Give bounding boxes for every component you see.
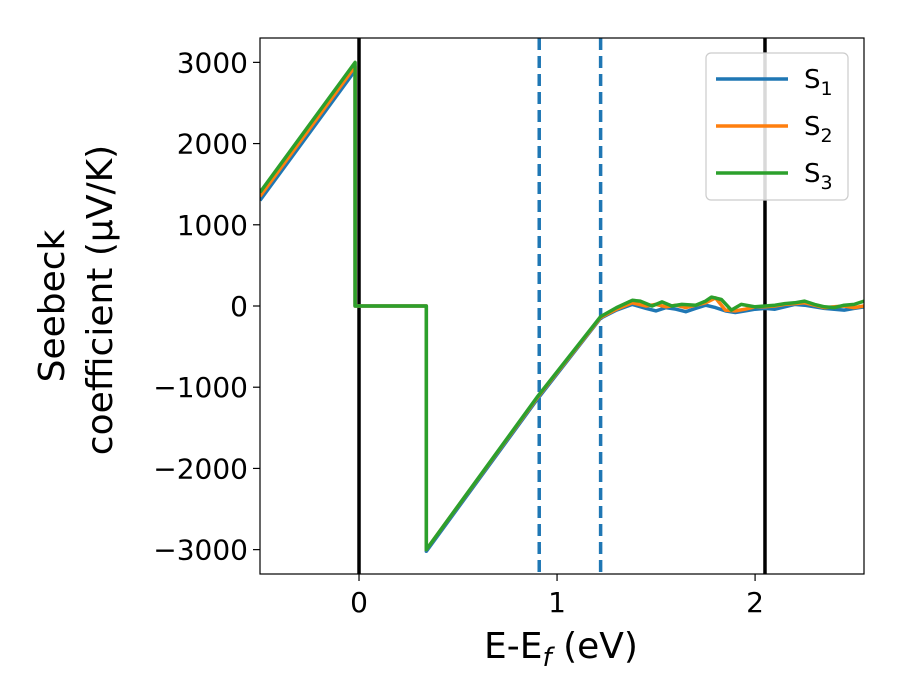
y-tick-label: −3000	[153, 534, 248, 567]
y-axis-label-line2: coefficient (μV/K)	[80, 145, 121, 455]
y-tick-label: 0	[230, 290, 248, 323]
x-tick-label: 2	[746, 586, 764, 619]
series-lines	[260, 60, 864, 554]
x-axis: 0 1 2	[350, 574, 764, 619]
legend-label-s2: S2	[804, 112, 833, 147]
x-tick-label: 0	[350, 586, 368, 619]
x-axis-label-main: E-E	[484, 626, 542, 667]
y-tick-label: −2000	[153, 452, 248, 485]
y-tick-label: 1000	[177, 209, 248, 242]
y-axis-label-line1: Seebeck	[32, 229, 73, 382]
y-tick-label: 2000	[177, 128, 248, 161]
x-axis-label: E-Ef (eV)	[484, 626, 638, 673]
legend: S1 S2 S3	[705, 52, 849, 201]
legend-label-s3: S3	[804, 159, 833, 194]
legend-label-s1: S1	[804, 65, 833, 100]
series-line-s3	[260, 60, 864, 552]
x-tick-label: 1	[548, 586, 566, 619]
y-axis: 3000 2000 1000 0 −1000 −2000 −3000	[153, 46, 260, 567]
y-tick-label: 3000	[177, 46, 248, 79]
x-axis-label-unit: (eV)	[552, 626, 638, 667]
y-tick-label: −1000	[153, 371, 248, 404]
